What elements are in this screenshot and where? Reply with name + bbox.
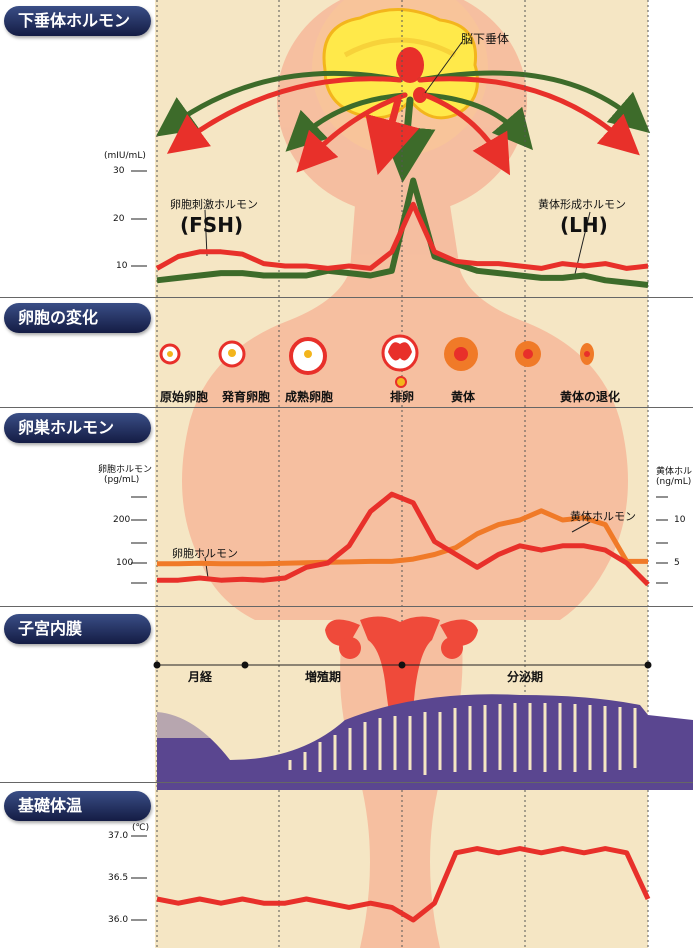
bbt-tick: 36.0 xyxy=(108,915,129,925)
bbt-tick: 36.5 xyxy=(108,873,129,883)
mature-follicle-icon xyxy=(289,337,327,375)
bbt-unit: (℃) xyxy=(132,823,150,833)
follicle-stage-label: 黄体の退化 xyxy=(560,390,621,404)
follicle-stage-label: 成熟卵胞 xyxy=(285,390,334,404)
pituitary-unit: (mIU/mL) xyxy=(104,151,146,161)
follicle-stage-label: 排卵 xyxy=(390,390,415,404)
ovulation-icon xyxy=(381,334,419,388)
endometrium-glands xyxy=(288,703,637,775)
follicle-stage-label: 発育卵胞 xyxy=(222,390,271,404)
phase-label-proliferative: 増殖期 xyxy=(305,670,342,684)
fsh-label: 卵胞刺激ホルモン xyxy=(170,198,258,211)
pituitary-tick: 10 xyxy=(116,261,128,271)
bbt-line xyxy=(156,846,651,923)
estrogen-axis-unit: (pg/mL) xyxy=(104,475,140,485)
separator xyxy=(0,782,693,783)
progesterone-tick: 10 xyxy=(674,515,686,525)
estrogen-axis-title: 卵胞ホルモン xyxy=(98,465,153,475)
section-header-endometrium: 子宮内膜 xyxy=(4,614,151,644)
phase-label-secretory: 分泌期 xyxy=(507,670,544,684)
pituitary-tick: 20 xyxy=(113,214,125,224)
fsh-abbr: (FSH) xyxy=(180,213,244,237)
section-header-bbt: 基礎体温 xyxy=(4,791,151,821)
progesterone-line xyxy=(157,508,648,567)
estrogen-tick: 200 xyxy=(113,515,131,525)
corpus-luteum-icon xyxy=(444,337,478,371)
follicle-icons xyxy=(159,334,594,388)
uterus-icon xyxy=(325,616,478,720)
bbt-tick: 37.0 xyxy=(108,831,129,841)
progesterone-tick: 5 xyxy=(674,558,680,568)
chart-lines xyxy=(155,177,651,923)
phase-timeline xyxy=(153,661,652,669)
follicle-stage-label: 原始卵胞 xyxy=(160,390,209,404)
estrogen-tick: 100 xyxy=(116,558,134,568)
primordial-follicle-icon xyxy=(159,343,181,365)
section-header-ovarian: 卵巣ホルモン xyxy=(4,413,151,443)
separator xyxy=(0,407,693,408)
section-header-follicle: 卵胞の変化 xyxy=(4,303,151,333)
fsh-line xyxy=(155,201,649,271)
estrogen-line xyxy=(157,491,650,587)
separator xyxy=(0,297,693,298)
progesterone-label: 黄体ホルモン xyxy=(570,510,636,523)
lh-label: 黄体形成ホルモン xyxy=(538,198,626,211)
pituitary-tick: 30 xyxy=(113,166,125,176)
pituitary-label: 脳下垂体 xyxy=(461,32,510,46)
estrogen-label: 卵胞ホルモン xyxy=(172,547,238,560)
hormone-arrows xyxy=(155,70,651,183)
lh-abbr: (LH) xyxy=(560,213,608,237)
progesterone-axis-unit: (ng/mL) xyxy=(656,477,692,487)
phase-label-menstruation: 月経 xyxy=(188,670,213,684)
regressing-luteum-icon xyxy=(515,341,541,367)
developing-follicle-icon xyxy=(218,340,246,368)
regressed-luteum-icon xyxy=(580,343,594,365)
menstrual-shedding xyxy=(157,708,212,738)
progesterone-axis-title: 黄体ホルモ xyxy=(656,467,693,477)
follicle-stage-label: 黄体 xyxy=(451,390,476,404)
separator xyxy=(0,606,693,607)
axis-ticks xyxy=(131,170,668,921)
section-header-pituitary: 下垂体ホルモン xyxy=(4,6,151,36)
